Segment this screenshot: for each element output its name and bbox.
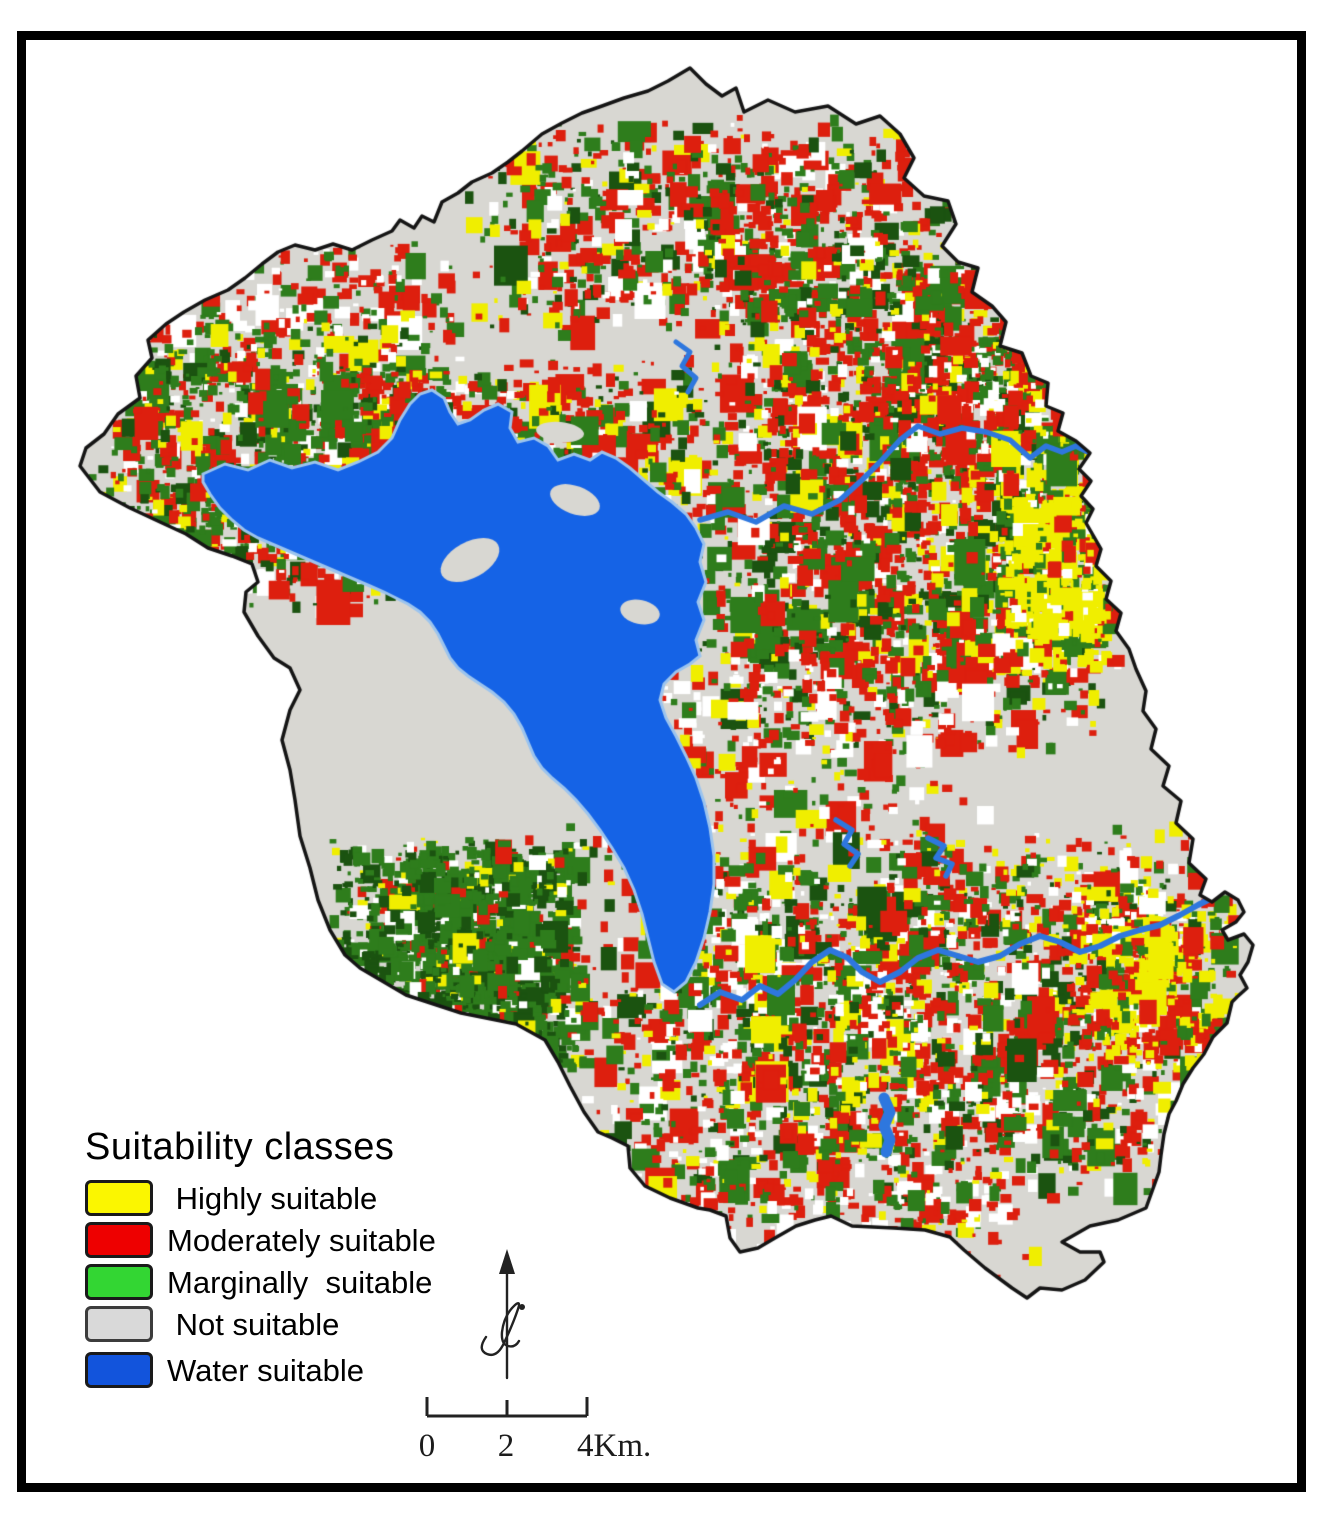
legend-item-label: Moderately suitable: [167, 1222, 436, 1258]
legend-item-label: Not suitable: [167, 1306, 340, 1342]
legend-item-marginally: Marginally suitable: [85, 1264, 436, 1300]
legend-item-moderately: Moderately suitable: [85, 1222, 436, 1258]
legend-title: Suitability classes: [85, 1126, 395, 1168]
legend-swatch-highly: [85, 1180, 153, 1216]
legend-swatch-moderately: [85, 1222, 153, 1258]
legend: Suitability classes Highly suitable Mode…: [85, 1126, 436, 1396]
legend-swatch-water: [85, 1352, 153, 1388]
legend-item-water: Water suitable: [85, 1352, 436, 1388]
legend-item-highly: Highly suitable: [85, 1180, 436, 1216]
legend-item-label: Water suitable: [167, 1352, 364, 1388]
legend-item-label: Highly suitable: [167, 1180, 378, 1216]
legend-swatch-marginally: [85, 1264, 153, 1300]
legend-item-not: Not suitable: [85, 1306, 436, 1342]
legend-item-label: Marginally suitable: [167, 1264, 433, 1300]
legend-swatch-not: [85, 1306, 153, 1342]
